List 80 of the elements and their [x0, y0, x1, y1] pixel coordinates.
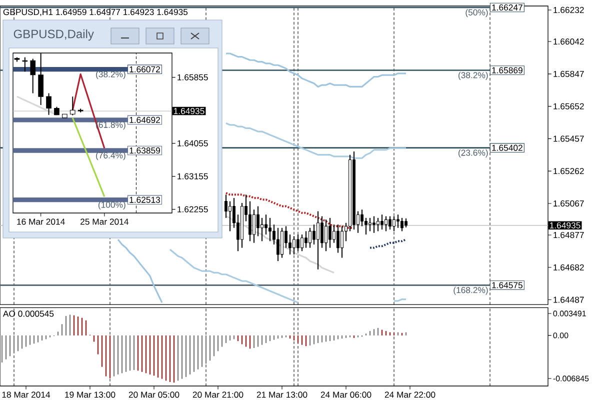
candlestick — [252, 209, 256, 244]
y-tick-label: 1.65652 — [554, 103, 584, 110]
candlestick — [268, 217, 272, 242]
ref-line-label: 1.66072 — [130, 66, 160, 72]
candlestick — [320, 216, 324, 248]
ref-line-label: 1.65402 — [492, 144, 522, 151]
chart-title: AO 0.000545 — [2, 310, 54, 317]
y-tick-label: 1.65067 — [554, 200, 584, 207]
candlestick — [280, 227, 284, 258]
candlestick — [312, 224, 316, 245]
annotation: (76.4%) — [96, 152, 126, 160]
candlestick — [46, 92, 52, 116]
ref-line-label: 1.62513 — [130, 196, 160, 203]
x-tick-label: 24 Mar 22:00 — [384, 392, 436, 398]
chart-title: GBPUSD,H1 1.64959 1.64977 1.64923 1.64935 — [3, 8, 188, 16]
candlestick — [368, 217, 372, 232]
x-tick-label: 20 Mar 05:00 — [128, 392, 180, 398]
candlestick — [336, 224, 340, 254]
candlestick — [372, 216, 376, 234]
candlestick — [276, 227, 280, 262]
candlestick — [288, 234, 292, 255]
annotation: (23.6%) — [458, 149, 488, 158]
y-tick-label: 1.65847 — [554, 70, 584, 77]
y-tick-label: 1.64682 — [554, 264, 584, 270]
candlestick — [340, 226, 344, 258]
x-tick-label: 24 Mar 06:00 — [320, 392, 372, 398]
annotation: (168.2%) — [454, 286, 488, 295]
y-tick-label: 1.65855 — [178, 74, 208, 80]
y-tick-label: 1.64487 — [554, 296, 584, 303]
x-tick-label: 20 Mar 21:00 — [192, 392, 244, 398]
y-tick-label: 1.65262 — [554, 168, 584, 174]
y-tick-label: 1.65457 — [554, 136, 584, 142]
candlestick — [300, 234, 304, 252]
candlestick — [248, 200, 252, 242]
x-tick-label: 16 Mar 2014 — [17, 218, 65, 225]
y-tick-label: -0.006845 — [553, 376, 589, 382]
candlestick — [30, 58, 36, 94]
candlestick — [316, 210, 320, 270]
candlestick — [376, 217, 380, 232]
y-tick-label: 1.64877 — [554, 232, 584, 238]
ref-line-label: 1.65869 — [492, 67, 522, 74]
candlestick — [360, 209, 364, 227]
candlestick — [400, 217, 404, 232]
ref-line-label: 1.64575 — [492, 282, 522, 288]
annotation: (100%) — [98, 201, 126, 210]
candlestick — [264, 214, 268, 236]
x-tick-label: 18 Mar 2014 — [2, 392, 50, 398]
candlestick — [304, 230, 308, 248]
annotation: (38.2%) — [458, 72, 488, 80]
candlestick — [228, 200, 232, 232]
y-tick-label: 1.66232 — [554, 6, 584, 14]
candlestick — [260, 217, 264, 242]
ref-line-label: 1.64935 — [550, 222, 580, 228]
candlestick — [308, 227, 312, 248]
candlestick — [256, 206, 260, 237]
x-tick-label: 25 Mar 2014 — [80, 218, 128, 225]
annotation: (50%) — [466, 9, 488, 18]
y-tick-label: 0.00 — [553, 332, 568, 338]
candlestick — [396, 214, 400, 228]
ref-line-label: 1.63859 — [130, 147, 160, 154]
candlestick — [364, 217, 368, 236]
candlestick — [70, 96, 76, 116]
chart-title: GBPUSD,Daily — [14, 29, 94, 41]
ref-line-label: 1.66247 — [492, 4, 522, 11]
y-tick-label: 0.003491 — [553, 310, 586, 316]
y-tick-label: 1.64055 — [178, 140, 208, 146]
candlestick — [224, 194, 228, 218]
x-tick-label: 19 Mar 13:00 — [65, 392, 116, 398]
ref-line-label: 1.64692 — [130, 116, 160, 124]
x-tick-label: 21 Mar 13:00 — [256, 392, 308, 398]
candlestick — [324, 219, 328, 252]
ref-line-label: 1.64935 — [174, 108, 204, 114]
candlestick — [388, 216, 392, 230]
candlestick — [328, 217, 332, 248]
y-tick-label: 1.62255 — [178, 206, 208, 212]
y-tick-label: 1.66042 — [554, 38, 584, 45]
y-tick-label: 1.63155 — [178, 173, 208, 180]
candlestick — [380, 214, 384, 230]
annotation: (38.2%) — [96, 70, 126, 80]
candlestick — [384, 216, 388, 232]
